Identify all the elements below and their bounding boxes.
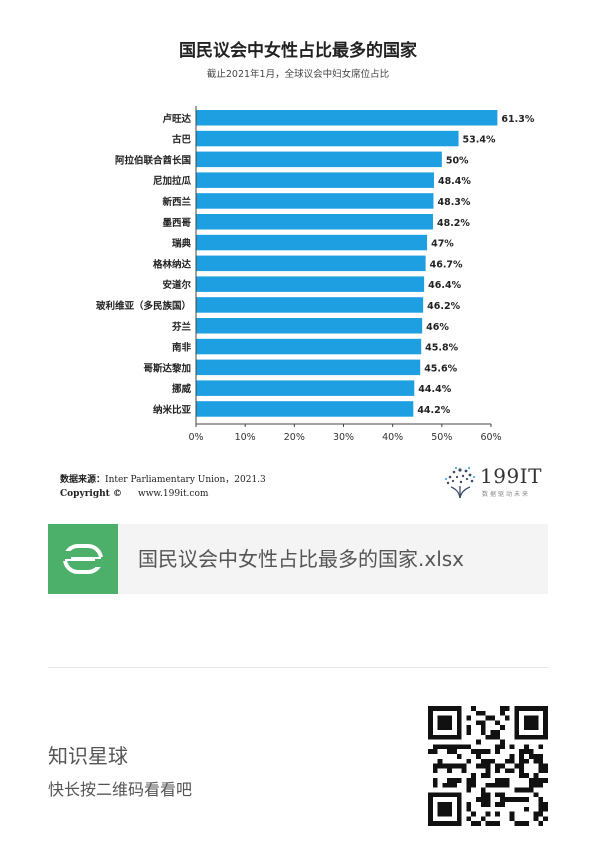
category-label: 新西兰: [162, 196, 191, 208]
category-label: 古巴: [172, 134, 192, 146]
file-name: 国民议会中女性占比最多的国家.xlsx: [138, 547, 465, 571]
logo-199it: 199IT 数据驱动未来: [442, 462, 552, 502]
data-label: 53.4%: [463, 135, 496, 146]
copyright-label: Copyright ©: [60, 489, 122, 499]
source-url: www.199it.com: [137, 489, 209, 499]
qr-code-icon[interactable]: [428, 706, 548, 826]
x-tick-label: 0%: [188, 432, 203, 440]
category-label: 安道尔: [162, 279, 191, 291]
footer-title: 知识星球: [48, 744, 128, 768]
data-label: 47%: [431, 239, 454, 250]
category-label: 瑞典: [172, 238, 192, 250]
category-label: 挪威: [172, 383, 192, 395]
data-label: 46.4%: [428, 280, 461, 291]
bar: [196, 172, 434, 188]
source-label: 数据来源：: [60, 475, 106, 485]
chart-card: 国民议会中女性占比最多的国家 截止2021年1月，全球议会中妇女席位占比 卢旺达…: [60, 41, 552, 502]
data-label: 44.2%: [417, 405, 450, 416]
category-label: 墨西哥: [162, 218, 191, 229]
category-label: 卢旺达: [162, 113, 191, 125]
data-label: 61.3%: [501, 114, 534, 125]
category-label: 格林纳达: [153, 258, 192, 270]
bar: [196, 110, 498, 126]
bar: [196, 234, 428, 251]
bar: [196, 151, 442, 168]
spreadsheet-s-icon: [48, 524, 118, 594]
copyright: Copyright © www.199it.com: [60, 489, 208, 499]
data-label: 46%: [426, 322, 449, 333]
bar: [196, 193, 434, 209]
x-tick-label: 40%: [382, 432, 403, 440]
data-source: 数据来源：Inter Parliamentary Union，2021.3: [60, 472, 266, 485]
category-label: 纳米比亚: [153, 404, 192, 416]
bar: [196, 401, 414, 417]
bar: [196, 276, 425, 292]
logo-name: 199IT: [480, 464, 542, 488]
source-text: Inter Parliamentary Union，2021.3: [105, 475, 266, 485]
x-tick-label: 30%: [333, 432, 354, 440]
category-label: 南非: [172, 342, 192, 354]
data-label: 45.8%: [425, 343, 458, 354]
category-label: 芬兰: [171, 321, 192, 333]
chart-title: 国民议会中女性占比最多的国家: [179, 41, 417, 61]
bar: [196, 214, 433, 230]
data-label: 46.7%: [430, 259, 463, 270]
data-label: 48.3%: [437, 197, 470, 208]
data-label: 50%: [446, 155, 469, 166]
x-tick-label: 50%: [431, 432, 452, 440]
category-label: 尼加拉瓜: [153, 175, 192, 187]
category-label: 阿拉伯联合酋长国: [115, 154, 191, 166]
x-tick-label: 60%: [480, 432, 501, 440]
data-label: 44.4%: [418, 384, 451, 395]
bar: [196, 130, 459, 147]
bar: [196, 255, 426, 272]
x-tick-label: 20%: [284, 432, 305, 440]
chart-subtitle: 截止2021年1月，全球议会中妇女席位占比: [206, 69, 390, 80]
file-attachment-card[interactable]: 国民议会中女性占比最多的国家.xlsx: [48, 524, 548, 594]
bar: [196, 318, 423, 334]
bar: [196, 338, 422, 355]
bar-chart: 卢旺达 61.3% 古巴 53.4% 阿拉伯联合酋长国 50% 尼加拉瓜 48.4% 新西兰 48…: [96, 106, 535, 440]
x-tick-label: 10%: [235, 432, 256, 440]
data-label: 48.4%: [438, 176, 471, 187]
dandelion-logo-icon: [445, 467, 475, 499]
data-label: 45.6%: [424, 363, 457, 374]
divider: [48, 667, 548, 668]
bar: [196, 359, 421, 376]
bar: [196, 297, 424, 313]
category-label: 玻利维亚（多民族国）: [96, 300, 191, 312]
data-label: 46.2%: [427, 301, 460, 312]
logo-tagline: 数据驱动未来: [482, 491, 531, 498]
category-label: 哥斯达黎加: [143, 362, 191, 374]
data-label: 48.2%: [437, 218, 470, 229]
footer-hint: 快长按二维码看看吧: [48, 780, 193, 799]
bar: [196, 380, 415, 396]
